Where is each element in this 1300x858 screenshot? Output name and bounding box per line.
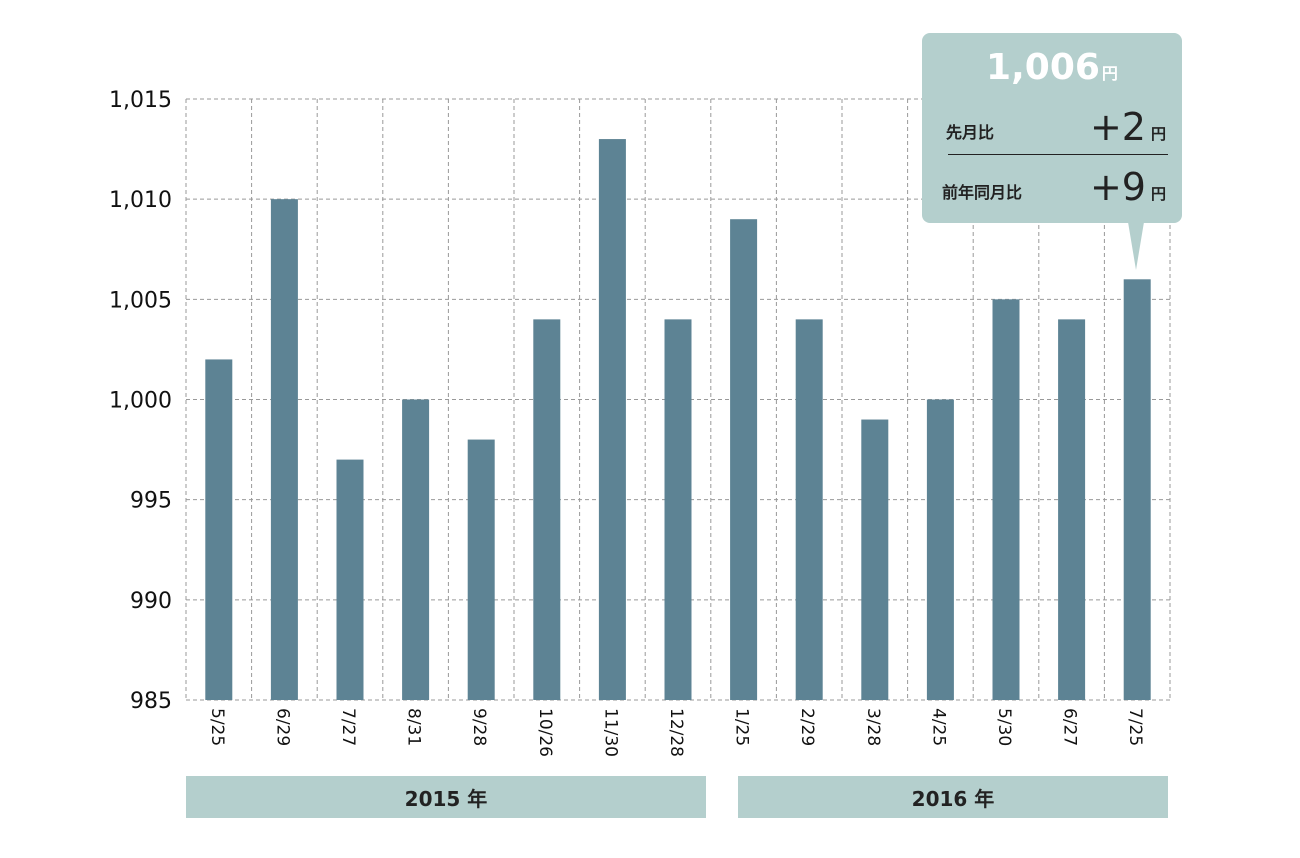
bar (270, 199, 298, 700)
bar (730, 219, 758, 700)
latest-value-callout: 1,006 円 先月比 +2 円 前年同月比 +9 円 (922, 33, 1182, 223)
callout-divider (948, 154, 1168, 155)
bars (205, 139, 1151, 701)
x-tick-label: 11/30 (600, 708, 620, 757)
year-band-2016: 2016 年 (738, 776, 1168, 818)
x-tick-label: 8/31 (404, 708, 424, 746)
bar (926, 399, 954, 700)
y-axis-ticks: 985 990 995 1,000 1,005 1,010 1,015 (109, 88, 172, 714)
bar (992, 299, 1020, 700)
callout-value: 1,006 円 (922, 47, 1182, 88)
callout-row-value: +2 (1089, 105, 1146, 149)
bar (402, 399, 430, 700)
x-tick-label: 5/25 (207, 708, 227, 746)
y-tick-label: 985 (130, 689, 172, 714)
y-tick-label: 1,000 (109, 389, 172, 414)
callout-row-year: 前年同月比 +9 円 (922, 165, 1182, 209)
year-label: 2015 年 (404, 786, 488, 811)
y-tick-label: 1,005 (109, 288, 172, 313)
callout-row-month: 先月比 +2 円 (922, 105, 1182, 149)
x-tick-label: 7/27 (338, 708, 358, 746)
year-label: 2016 年 (911, 786, 995, 811)
year-band-2015: 2015 年 (186, 776, 706, 818)
bar (1123, 279, 1151, 700)
x-axis-ticks: 5/25 6/29 7/27 8/31 9/28 10/26 11/30 12/28 1/25 2… (207, 708, 1145, 757)
bar (467, 439, 495, 700)
x-tick-label: 1/25 (732, 708, 752, 746)
x-tick-label: 5/30 (994, 708, 1014, 746)
x-tick-label: 6/29 (272, 708, 292, 746)
bar (533, 319, 561, 700)
bar (861, 419, 889, 700)
x-tick-label: 3/28 (863, 708, 883, 746)
callout-row-unit: 円 (1150, 185, 1166, 203)
x-tick-label: 9/28 (469, 708, 489, 746)
callout-row-value: +9 (1089, 165, 1146, 209)
bar (336, 459, 364, 700)
y-tick-label: 990 (130, 589, 172, 614)
callout-row-label: 前年同月比 (942, 183, 1023, 202)
callout-pointer (1128, 222, 1144, 270)
bar (1058, 319, 1086, 700)
x-tick-label: 2/29 (797, 708, 817, 746)
bar (205, 359, 233, 700)
y-tick-label: 995 (130, 489, 172, 514)
bar (795, 319, 823, 700)
y-tick-label: 1,010 (109, 188, 172, 213)
x-tick-label: 4/25 (928, 708, 948, 746)
bar (598, 139, 626, 701)
x-tick-label: 12/28 (666, 708, 686, 757)
y-tick-label: 1,015 (109, 88, 172, 113)
bar (664, 319, 692, 700)
callout-row-label: 先月比 (946, 123, 995, 142)
callout-value-number: 1,006 (986, 47, 1100, 88)
x-tick-label: 6/27 (1060, 708, 1080, 746)
callout-value-unit: 円 (1101, 64, 1118, 83)
x-tick-label: 7/25 (1125, 708, 1145, 746)
x-tick-label: 10/26 (535, 708, 555, 757)
callout-row-unit: 円 (1150, 125, 1166, 143)
